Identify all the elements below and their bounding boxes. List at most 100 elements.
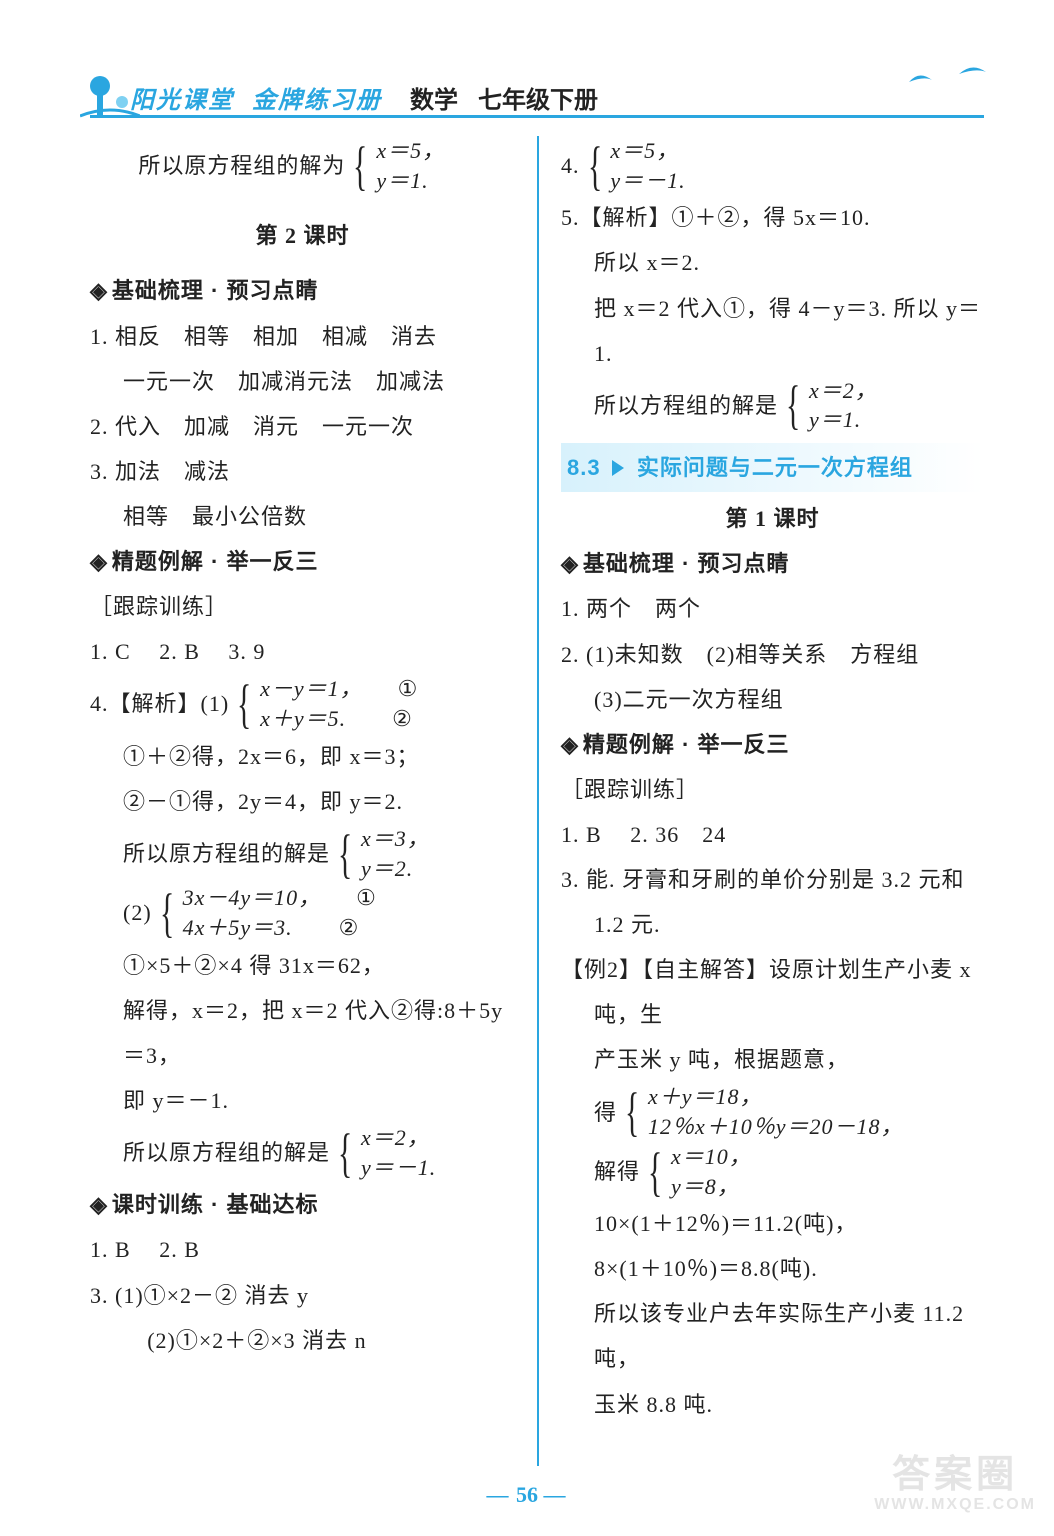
- watermark-title: 答案圈: [874, 1455, 1036, 1497]
- brace-icon: {: [338, 1126, 353, 1180]
- section-examples: 精题例解 · 举一反三: [90, 539, 515, 584]
- eq: 12％x＋10％y＝20－18，: [648, 1112, 904, 1142]
- eq: x＝5，: [610, 136, 685, 166]
- ans: 1. C: [90, 639, 131, 664]
- header-title-2: 金牌练习册: [252, 80, 382, 115]
- eq: 4x＋5y＝3.: [183, 915, 293, 940]
- step: 把 x＝2 代入①，得 4－y＝3. 所以 y＝1.: [561, 286, 984, 376]
- lesson-1-title: 第 1 课时: [561, 496, 984, 541]
- brace-icon: {: [625, 1085, 640, 1139]
- section-basics: 基础梳理 · 预习点睛: [561, 541, 984, 586]
- left-column: 所以原方程组的解为 { x＝5， y＝1. 第 2 课时 基础梳理 · 预习点睛…: [90, 136, 537, 1466]
- tracking-label: ［跟踪训练］: [90, 584, 515, 629]
- mark: ①: [356, 885, 377, 910]
- q4-2-system: (2) { 3x－4y＝10， ① 4x＋5y＝3. ②: [90, 883, 515, 942]
- step: 10×(1＋12％)＝11.2(吨)，: [561, 1201, 984, 1246]
- left-intro-solution: 所以原方程组的解为 { x＝5， y＝1.: [90, 136, 515, 195]
- step: 5.【解析】①＋②，得 5x＝10.: [561, 195, 984, 240]
- eq: y＝－1.: [361, 1153, 436, 1183]
- section-examples: 精题例解 · 举一反三: [561, 722, 984, 767]
- ans: 2. B: [159, 639, 200, 664]
- answer-row: 1. C 2. B 3. 9: [90, 629, 515, 674]
- mark: ②: [339, 915, 360, 940]
- ans: 2. 36 24: [630, 822, 726, 847]
- eq: y＝－1.: [610, 166, 685, 196]
- item: 1. 两个 两个: [561, 586, 984, 631]
- q4-2-solution: 所以原方程组的解是 { x＝2， y＝－1.: [90, 1123, 515, 1182]
- brace-icon: {: [648, 1145, 663, 1199]
- q4-1-solution: 所以原方程组的解是 { x＝3， y＝2.: [90, 824, 515, 883]
- ex2-solution: 解得 { x＝10， y＝8，: [561, 1142, 984, 1201]
- watermark-url: WWW.MXQE.COM: [874, 1496, 1036, 1514]
- mark: ①: [398, 676, 419, 701]
- step: 所以该专业户去年实际生产小麦 11.2 吨，: [561, 1291, 984, 1381]
- brace-icon: {: [588, 139, 603, 193]
- label: (2): [123, 890, 152, 935]
- eq: y＝2.: [361, 854, 430, 884]
- item: (2)①×2＋②×3 消去 n: [90, 1318, 515, 1363]
- step: ②－①得，2y＝4，即 y＝2.: [90, 779, 515, 824]
- eq: x＋y＝5.: [260, 706, 346, 731]
- page: 阳光课堂 金牌练习册 数学 七年级下册 所以原方程组的解为 { x＝5， y＝1…: [0, 0, 1054, 1536]
- item: 1.2 元.: [561, 902, 984, 947]
- text: 所以方程组的解是: [594, 383, 778, 428]
- r4-solution: 4. { x＝5， y＝－1.: [561, 136, 984, 195]
- page-number: 56: [516, 1482, 538, 1507]
- header-subject: 数学: [410, 80, 458, 115]
- ans: 2. B: [159, 1237, 200, 1262]
- step: ①＋②得，2x＝6，即 x＝3；: [90, 734, 515, 779]
- dash-icon: —: [544, 1482, 568, 1507]
- section-8-3: 8.3 实际问题与二元一次方程组: [561, 443, 984, 492]
- step: 所以 x＝2.: [561, 240, 984, 285]
- q4-1-system: 4.【解析】(1) { x－y＝1， ① x＋y＝5. ②: [90, 674, 515, 733]
- item: 1. 相反 相等 相加 相减 消去: [90, 314, 515, 359]
- brace-icon: {: [786, 378, 801, 432]
- item: 3. (1)①×2－② 消去 y: [90, 1273, 515, 1318]
- eq: 3x－4y＝10，: [183, 885, 311, 910]
- label: 4.【解析】(1): [90, 681, 229, 726]
- example2: 【例2】【自主解答】设原计划生产小麦 x 吨，生: [561, 947, 984, 1037]
- eq: y＝1.: [809, 405, 878, 435]
- step: 玉米 8.8 吨.: [561, 1382, 984, 1427]
- text: 所以原方程组的解为: [138, 143, 345, 188]
- ans: 1. B: [90, 1237, 131, 1262]
- mark: ②: [392, 706, 413, 731]
- ans: 3. 9: [228, 639, 265, 664]
- step: 解得，x＝2，把 x＝2 代入②得:8＋5y＝3，: [90, 988, 515, 1078]
- header-title-1: 阳光课堂: [130, 80, 234, 115]
- page-header: 阳光课堂 金牌练习册 数学 七年级下册: [90, 70, 984, 118]
- sec-title: 实际问题与二元一次方程组: [637, 455, 913, 480]
- brace-icon: {: [338, 827, 353, 881]
- header-decoration-icon: [80, 68, 140, 118]
- eq: x＝3，: [361, 824, 430, 854]
- tracking-label: ［跟踪训练］: [561, 767, 984, 812]
- arrow-icon: [612, 460, 624, 476]
- label: 4.: [561, 143, 580, 188]
- sec-number: 8.3: [567, 455, 601, 480]
- item: 相等 最小公倍数: [90, 494, 515, 539]
- item: 3. 加法 减法: [90, 449, 515, 494]
- lesson-2-title: 第 2 课时: [90, 213, 515, 258]
- watermark: 答案圈 WWW.MXQE.COM: [874, 1455, 1036, 1514]
- header-grade: 七年级下册: [478, 80, 598, 115]
- step: 即 y＝－1.: [90, 1078, 515, 1123]
- brace-icon: {: [353, 139, 368, 193]
- right-column: 4. { x＝5， y＝－1. 5.【解析】①＋②，得 5x＝10. 所以 x＝…: [537, 136, 984, 1466]
- eq: x－y＝1，: [260, 676, 352, 701]
- section-basics: 基础梳理 · 预习点睛: [90, 268, 515, 313]
- r5-solution: 所以方程组的解是 { x＝2， y＝1.: [561, 376, 984, 435]
- answer-row: 1. B 2. 36 24: [561, 812, 984, 857]
- step: 8×(1＋10％)＝8.8(吨).: [561, 1246, 984, 1291]
- text: 得: [594, 1090, 617, 1135]
- eq: y＝1.: [376, 166, 445, 196]
- text: 解得: [594, 1149, 640, 1194]
- ans: 1. B: [561, 822, 602, 847]
- item: 2. (1)未知数 (2)相等关系 方程组: [561, 632, 984, 677]
- answer-row: 1. B 2. B: [90, 1227, 515, 1272]
- text: 所以原方程组的解是: [123, 1130, 330, 1175]
- item: 一元一次 加减消元法 加减法: [90, 359, 515, 404]
- item: (3)二元一次方程组: [561, 677, 984, 722]
- eq: x＝2，: [361, 1123, 436, 1153]
- brace-icon: {: [237, 677, 252, 731]
- text: 所以原方程组的解是: [123, 831, 330, 876]
